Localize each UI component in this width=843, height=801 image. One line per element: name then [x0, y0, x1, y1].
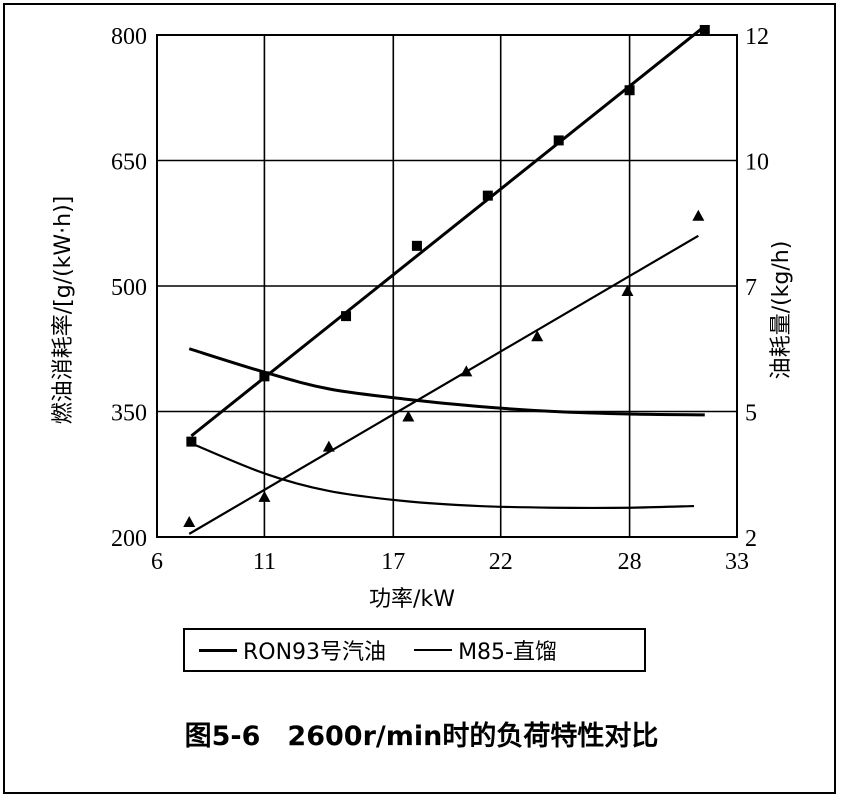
legend-swatch-thick [199, 648, 237, 652]
y-right-axis-label: 油耗量/(kg/h) [769, 241, 794, 380]
plot-area-border [156, 34, 738, 538]
square-marker [186, 436, 197, 447]
series-line-bsfc-thin [188, 441, 695, 510]
x-tick-label: 28 [618, 549, 642, 575]
triangle-marker [692, 209, 705, 221]
triangle-marker [531, 330, 544, 342]
y-left-tick-label: 200 [111, 526, 147, 552]
legend: RON93号汽油 M85-直馏 [183, 628, 646, 672]
square-marker [553, 135, 564, 146]
y-left-tick-label: 350 [111, 401, 147, 427]
square-marker [482, 190, 493, 201]
series-line-fuel_consumption-thick [190, 25, 706, 438]
square-marker [411, 240, 422, 251]
x-tick-label: 22 [489, 549, 513, 575]
x-tick-label: 11 [253, 549, 276, 575]
square-marker [259, 371, 270, 382]
x-tick-label: 17 [381, 549, 405, 575]
tick-labels: 6 11 17 22 28 33 200 350 500 650 800 2 5 7 10 12 [111, 24, 769, 575]
triangle-marker [183, 515, 196, 527]
figure-caption: 图5-6 2600r/min时的负荷特性对比 [184, 721, 659, 752]
triangle-marker [621, 285, 634, 297]
x-tick-label: 6 [151, 549, 163, 575]
y-right-tick-label: 10 [745, 150, 769, 176]
y-left-tick-label: 500 [111, 275, 147, 301]
x-tick-label: 33 [725, 549, 749, 575]
series-line-fuel_consumption-thin [188, 234, 699, 535]
data-markers [183, 24, 710, 527]
legend-entry-ron93: RON93号汽油 [185, 634, 386, 666]
y-right-tick-label: 7 [745, 275, 757, 301]
y-left-axis-label: 燃油消耗率/[g/(kW·h)] [51, 196, 76, 425]
y-right-tick-label: 5 [745, 401, 757, 427]
grid-lines [157, 35, 737, 537]
legend-label-ron93: RON93号汽油 [243, 640, 387, 665]
triangle-marker [322, 440, 335, 452]
square-marker [624, 85, 635, 96]
legend-swatch-thin [414, 649, 453, 651]
triangle-marker [258, 490, 271, 502]
y-right-tick-label: 12 [745, 24, 769, 50]
legend-label-m85: M85-直馏 [458, 640, 557, 665]
triangle-marker [402, 410, 415, 422]
legend-entry-m85: M85-直馏 [400, 634, 557, 666]
figure-frame [3, 3, 836, 794]
square-marker [341, 311, 352, 322]
y-left-tick-label: 800 [111, 24, 147, 50]
square-marker [699, 24, 710, 35]
triangle-marker [460, 365, 473, 377]
y-left-tick-label: 650 [111, 150, 147, 176]
y-right-tick-label: 2 [745, 526, 757, 552]
x-axis-label: 功率/kW [369, 587, 455, 612]
series-lines [188, 25, 706, 535]
